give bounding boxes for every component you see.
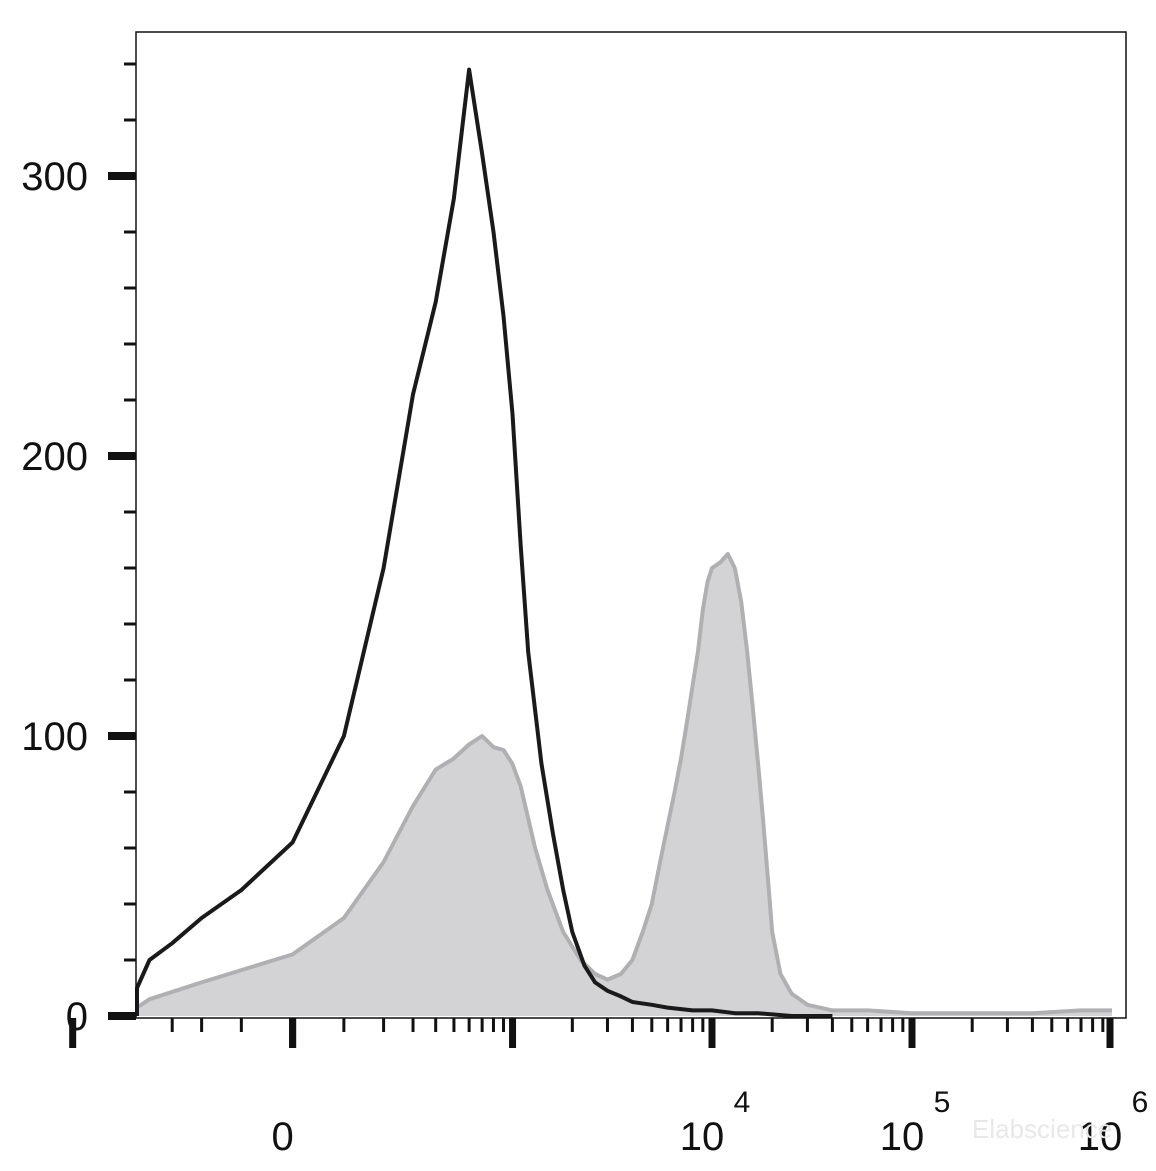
x-tick-exponent: 4 xyxy=(734,1086,751,1119)
x-tick-exponent: 6 xyxy=(1132,1086,1149,1119)
y-tick-label: 300 xyxy=(21,155,88,199)
series-1-fill-area xyxy=(137,554,1112,1016)
series-2-line xyxy=(135,67,833,1018)
plot-frame xyxy=(135,31,1127,1019)
y-tick-label: 100 xyxy=(21,715,88,759)
x-axis: 0 10 4 10 5 10 6 xyxy=(69,1018,1149,1159)
y-tick-label: 0 xyxy=(66,995,88,1039)
y-tick-label: 200 xyxy=(21,435,88,479)
x-tick-label: 0 xyxy=(271,1115,293,1159)
series-layer xyxy=(135,67,1112,1018)
watermark-text: Elabscience xyxy=(972,1114,1112,1144)
series-1-outline xyxy=(135,552,1112,1016)
x-tick-label: 10 xyxy=(680,1115,725,1159)
x-tick-label: 10 xyxy=(880,1115,925,1159)
x-tick-label: 10 xyxy=(1078,1115,1123,1159)
x-tick-exponent: 5 xyxy=(934,1086,951,1119)
y-axis: 0 100 200 300 xyxy=(21,62,136,1039)
